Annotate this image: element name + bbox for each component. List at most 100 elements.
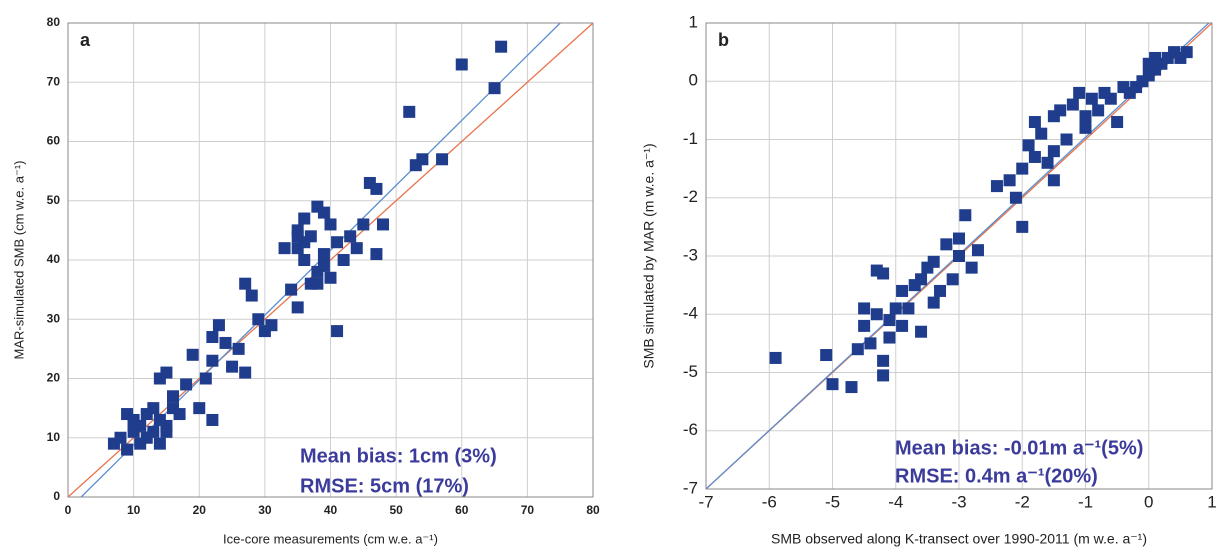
scatter-point <box>971 244 984 257</box>
x-tick-label: 30 <box>258 503 272 517</box>
y-tick-label: 1 <box>689 12 698 31</box>
x-tick-label: 70 <box>521 503 535 517</box>
scatter-point <box>953 232 965 245</box>
scatter-point <box>160 425 173 438</box>
scatter-point <box>1180 46 1193 59</box>
y-tick-label: 70 <box>47 74 61 88</box>
scatter-point <box>1111 116 1124 129</box>
scatter-point <box>317 206 330 219</box>
scatter-point <box>245 289 258 302</box>
x-tick-label: 50 <box>389 503 403 517</box>
scatter-point <box>1003 174 1016 187</box>
scatter-point <box>173 408 186 421</box>
y-axis-label: SMB simulated by MAR (m w.e. a⁻¹) <box>641 143 657 368</box>
scatter-point <box>291 301 304 314</box>
x-axis-label: SMB observed along K-transect over 1990-… <box>771 531 1147 547</box>
scatter-point <box>121 443 134 456</box>
x-tick-label: -6 <box>762 492 777 511</box>
x-tick-label: -5 <box>825 492 840 511</box>
scatter-point <box>495 40 508 53</box>
scatter-point <box>370 182 383 195</box>
x-tick-label: 0 <box>65 503 72 517</box>
scatter-point <box>285 283 298 296</box>
scatter-point <box>883 331 896 344</box>
scatter-point <box>1079 110 1092 123</box>
scatter-point <box>1092 104 1105 117</box>
scatter-point <box>870 308 883 321</box>
scatter-point <box>206 413 219 426</box>
panel-label: b <box>718 30 729 50</box>
scatter-point <box>896 284 909 297</box>
scatter-point <box>350 242 363 255</box>
x-tick-label: 20 <box>193 503 207 517</box>
x-tick-label: -4 <box>888 492 903 511</box>
y-tick-label: 40 <box>47 252 61 266</box>
scatter-point <box>232 342 245 355</box>
scatter-point <box>1047 145 1060 158</box>
scatter-point <box>357 218 370 231</box>
annotation: Mean bias: -0.01m a⁻¹(5%) <box>895 437 1143 459</box>
scatter-point <box>826 378 839 391</box>
scatter-point <box>239 277 252 290</box>
scatter-point <box>927 296 940 309</box>
scatter-point <box>946 273 959 286</box>
scatter-point <box>160 366 173 379</box>
scatter-point <box>252 313 265 326</box>
y-tick-label: -5 <box>683 362 698 381</box>
y-tick-label: -4 <box>683 304 698 323</box>
y-tick-label: -7 <box>683 478 698 497</box>
scatter-point <box>896 319 909 332</box>
scatter-point <box>915 325 928 338</box>
scatter-point <box>370 248 383 261</box>
y-tick-label: 50 <box>47 193 61 207</box>
scatter-point <box>858 302 871 315</box>
scatter-point <box>889 302 902 315</box>
plot-frame <box>67 22 594 498</box>
x-tick-label: 60 <box>455 503 469 517</box>
scatter-point <box>265 319 278 332</box>
scatter-point <box>311 277 324 290</box>
x-axis-label: Ice-core measurements (cm w.e. a⁻¹) <box>223 531 438 546</box>
scatter-point <box>167 390 179 403</box>
y-tick-label: 20 <box>47 371 61 385</box>
scatter-point <box>1054 104 1067 117</box>
y-tick-label: 10 <box>47 430 61 444</box>
scatter-point <box>298 236 311 249</box>
scatter-point <box>934 284 947 297</box>
scatter-point <box>212 319 225 332</box>
scatter-point <box>436 153 449 166</box>
scatter-point <box>186 348 199 361</box>
scatter-point <box>1028 150 1041 163</box>
y-tick-label: -6 <box>683 420 698 439</box>
x-tick-label: 1 <box>1207 492 1216 511</box>
scatter-point <box>199 372 212 385</box>
scatter-point <box>820 349 833 362</box>
y-tick-label: 30 <box>47 311 61 325</box>
scatter-point <box>845 381 858 394</box>
y-tick-label: 80 <box>47 15 61 29</box>
y-axis-label: MAR-simulated SMB (cm w.e. a⁻¹) <box>11 160 26 359</box>
scatter-point <box>1060 133 1073 146</box>
scatter-point <box>940 238 953 251</box>
scatter-point <box>1009 191 1022 204</box>
scatter-point <box>864 337 877 350</box>
scatter-point <box>1022 139 1035 152</box>
scatter-point <box>416 153 429 166</box>
y-tick-label: 60 <box>47 134 61 148</box>
scatter-point <box>1035 127 1048 140</box>
x-tick-label: 40 <box>324 503 338 517</box>
scatter-point <box>377 218 389 231</box>
y-tick-label: -2 <box>683 187 698 206</box>
scatter-point <box>927 255 940 268</box>
scatter-point <box>1079 121 1092 134</box>
scatter-point <box>1016 162 1029 175</box>
scatter-point <box>147 425 160 438</box>
x-tick-label: -7 <box>698 492 713 511</box>
scatter-point <box>915 273 928 286</box>
scatter-point <box>877 369 890 382</box>
scatter-point <box>278 242 291 255</box>
scatter-point <box>1066 98 1079 111</box>
annotation: RMSE: 0.4m a⁻¹(20%) <box>895 465 1098 487</box>
scatter-point <box>455 58 468 71</box>
